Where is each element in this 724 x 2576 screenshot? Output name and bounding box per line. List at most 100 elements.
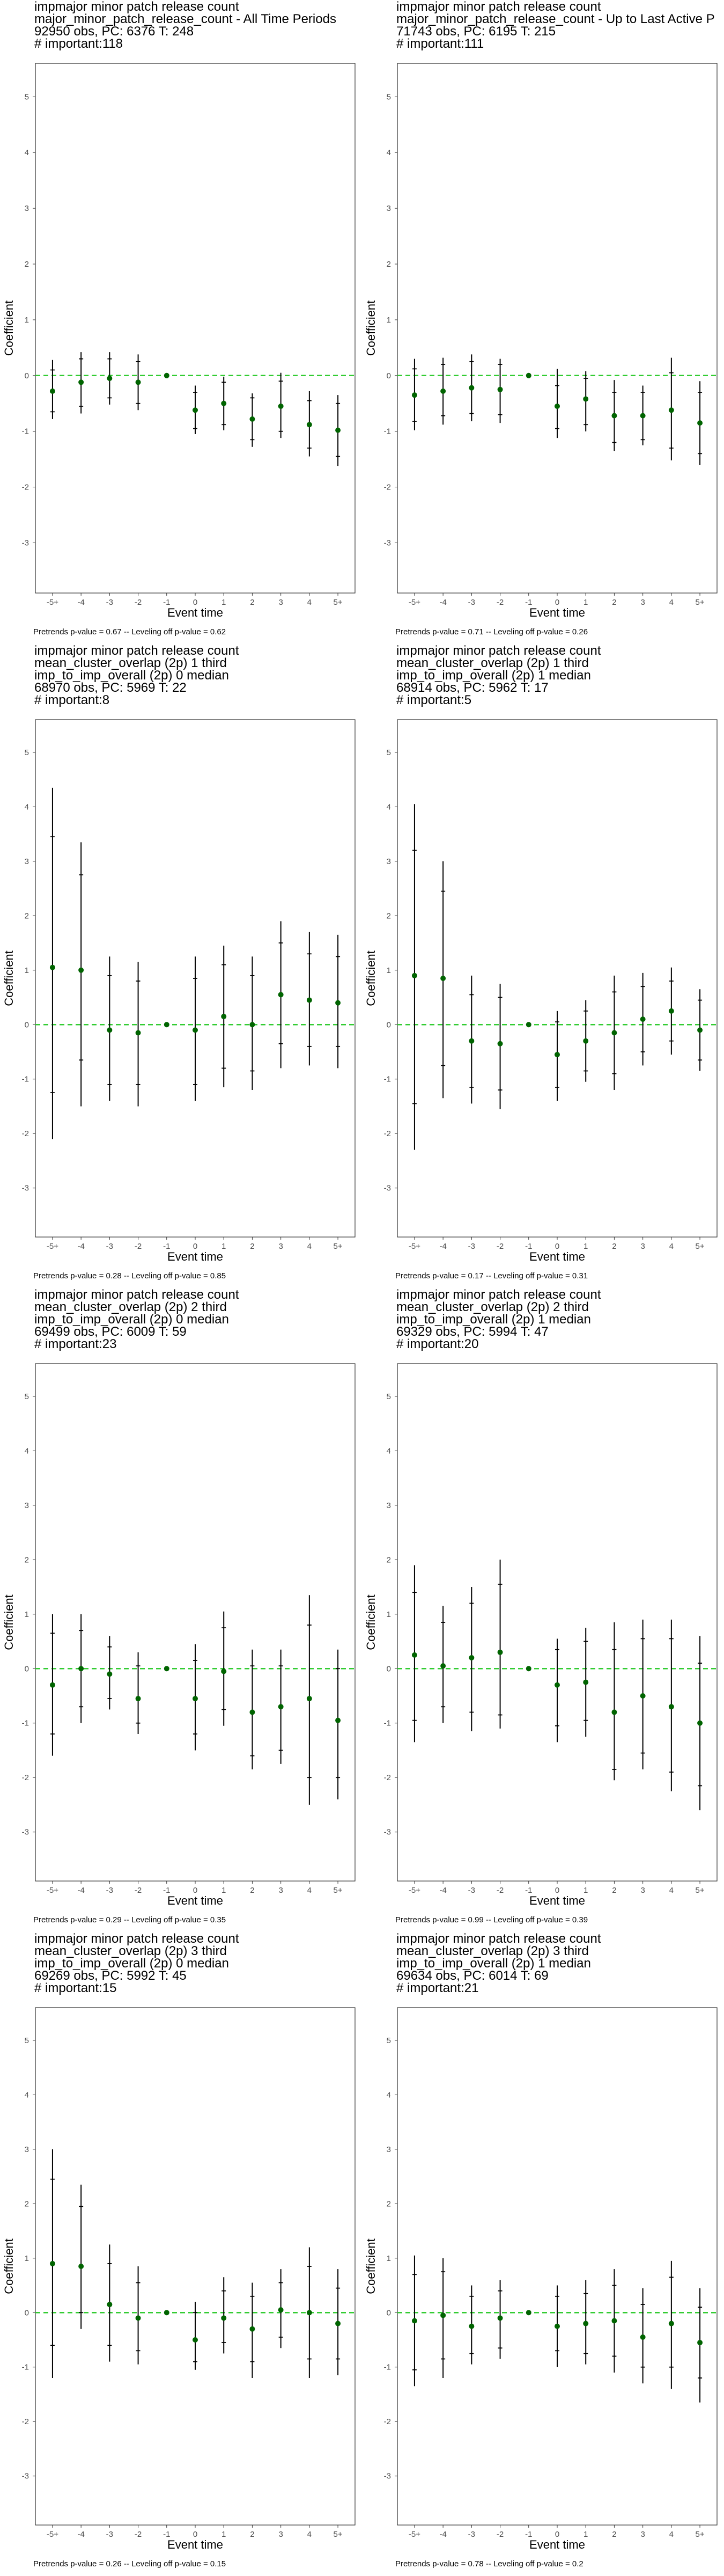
chart-panel: impmajor minor patch release countmajor_…	[2, 0, 356, 636]
x-tick-label: 0	[193, 1886, 197, 1895]
x-tick-label: -5+	[409, 1886, 420, 1895]
y-tick-label: 4	[387, 148, 391, 157]
y-tick-label: 2	[387, 260, 391, 269]
estimate-point	[411, 1652, 417, 1658]
y-axis-label: Coefficient	[364, 2238, 378, 2294]
x-tick-label: 4	[669, 598, 674, 607]
x-axis-label: Event time	[167, 1250, 223, 1263]
y-tick-label: 2	[387, 1555, 391, 1564]
chart-panel: impmajor minor patch release countmean_c…	[2, 1931, 356, 2568]
x-tick-label: -3	[468, 1886, 475, 1895]
chart-title-line: 69499 obs, PC: 6009 T: 59	[34, 1324, 187, 1339]
y-tick-label: -1	[384, 1719, 391, 1728]
estimate-point	[335, 2321, 341, 2326]
y-tick-label: -1	[22, 2363, 29, 2372]
y-tick-label: -3	[384, 1828, 391, 1837]
estimate-point	[78, 379, 84, 385]
x-tick-label: 4	[307, 2530, 312, 2539]
estimate-point	[526, 1022, 531, 1028]
chart-title-line: impmajor minor patch release count	[396, 1287, 601, 1302]
estimate-point	[583, 1038, 589, 1044]
x-tick-label: -4	[439, 598, 446, 607]
chart-title-line: # important:21	[396, 1981, 478, 1995]
x-tick-label: 0	[555, 1242, 559, 1251]
x-axis-label: Event time	[167, 1894, 223, 1907]
estimate-point	[306, 1696, 312, 1702]
estimate-point	[49, 1682, 55, 1688]
x-tick-label: 2	[612, 598, 616, 607]
y-tick-label: 1	[25, 1610, 29, 1619]
x-tick-label: 2	[612, 1242, 616, 1251]
x-tick-label: -5+	[47, 598, 58, 607]
pvalue-caption: Pretrends p-value = 0.26 -- Leveling off…	[33, 2559, 226, 2568]
pvalue-caption: Pretrends p-value = 0.78 -- Leveling off…	[395, 2559, 583, 2568]
estimate-point	[335, 1717, 341, 1723]
estimate-point	[611, 1030, 617, 1036]
estimate-point	[193, 1027, 198, 1033]
y-tick-label: -1	[22, 427, 29, 436]
x-tick-label: -4	[77, 1886, 84, 1895]
x-tick-label: -2	[497, 1886, 504, 1895]
x-tick-label: 1	[221, 2530, 226, 2539]
y-tick-label: 5	[25, 2036, 29, 2045]
estimate-point	[107, 1027, 113, 1033]
chart-title-line: # important:118	[34, 36, 123, 51]
x-tick-label: -1	[525, 1242, 532, 1251]
estimate-point	[526, 1666, 531, 1672]
estimate-point	[49, 2260, 55, 2266]
y-tick-label: -1	[384, 1075, 391, 1084]
x-tick-label: -4	[439, 1886, 446, 1895]
panel-border	[397, 63, 718, 594]
chart-title-line: 92950 obs, PC: 6376 T: 248	[34, 24, 194, 39]
estimate-point	[440, 388, 446, 394]
x-axis-label: Event time	[529, 606, 585, 619]
chart-title-line: impmajor minor patch release count	[396, 0, 601, 14]
estimate-point	[164, 1666, 169, 1672]
x-tick-label: 0	[193, 598, 197, 607]
y-tick-label: -2	[384, 2417, 391, 2426]
estimate-point	[583, 396, 589, 402]
estimate-point	[583, 2321, 589, 2326]
y-axis-label: Coefficient	[2, 1594, 16, 1650]
y-tick-label: 3	[25, 857, 29, 866]
x-tick-label: -4	[439, 1242, 446, 1251]
estimate-point	[278, 1704, 284, 1710]
pvalue-caption: Pretrends p-value = 0.67 -- Leveling off…	[33, 627, 226, 636]
x-tick-label: -2	[497, 1242, 504, 1251]
chart-panel: impmajor minor patch release countmean_c…	[2, 1287, 356, 1924]
estimate-point	[193, 407, 198, 413]
chart-title-line: impmajor minor patch release count	[34, 643, 239, 658]
x-tick-label: 5+	[696, 598, 705, 607]
x-tick-label: 2	[612, 1886, 616, 1895]
estimate-point	[640, 2334, 646, 2340]
chart-title-line: # important:8	[34, 693, 109, 707]
pvalue-caption: Pretrends p-value = 0.29 -- Leveling off…	[33, 1915, 226, 1924]
x-tick-label: 1	[583, 598, 588, 607]
x-tick-label: 5+	[696, 1886, 705, 1895]
x-tick-label: -1	[163, 2530, 170, 2539]
x-tick-label: 0	[555, 1886, 559, 1895]
estimate-point	[249, 416, 255, 422]
estimate-point	[221, 1668, 227, 1674]
estimate-point	[668, 2321, 674, 2326]
chart-title-line: imp_to_imp_overall (2p) 0 median	[34, 1956, 229, 1971]
x-tick-label: -2	[135, 598, 142, 607]
estimate-point	[221, 400, 227, 406]
chart-panel: impmajor minor patch release countmean_c…	[364, 643, 718, 1280]
y-tick-label: 1	[387, 316, 391, 325]
estimate-point	[306, 422, 312, 428]
estimate-point	[469, 2323, 475, 2329]
y-axis-label: Coefficient	[2, 950, 16, 1006]
estimate-point	[440, 1663, 446, 1669]
x-tick-label: -2	[135, 1886, 142, 1895]
chart-panel: impmajor minor patch release countmean_c…	[2, 643, 356, 1280]
y-tick-label: -2	[384, 1773, 391, 1782]
estimate-point	[668, 1008, 674, 1014]
x-axis-label: Event time	[529, 1250, 585, 1263]
estimate-point	[135, 1696, 141, 1702]
chart-title-line: impmajor minor patch release count	[34, 0, 239, 14]
chart-title-line: impmajor minor patch release count	[34, 1287, 239, 1302]
x-tick-label: -5+	[409, 598, 420, 607]
x-tick-label: 3	[640, 598, 645, 607]
